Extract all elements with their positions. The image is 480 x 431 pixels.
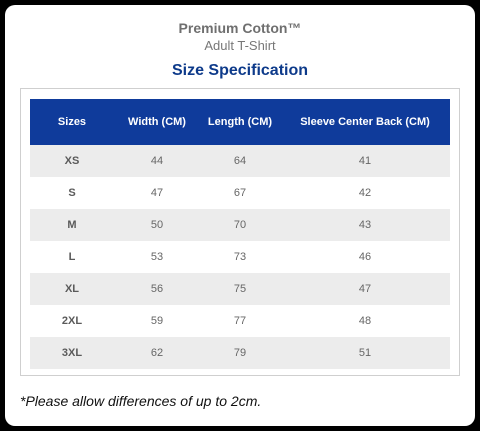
header-sizes: Sizes [30, 99, 114, 145]
header-length: Length (CM) [200, 99, 280, 145]
header-sleeve-center-back: Sleeve Center Back (CM) [280, 99, 450, 145]
product-subtitle: Adult T-Shirt [204, 38, 276, 53]
size-cell: L [30, 241, 114, 273]
table-row: L 53 73 46 [30, 241, 450, 273]
width-cell: 53 [114, 241, 200, 273]
sleeve-cell: 47 [280, 273, 450, 305]
length-cell: 79 [200, 337, 280, 369]
table-row: XS 44 64 41 [30, 145, 450, 177]
width-cell: 47 [114, 177, 200, 209]
table-row: S 47 67 42 [30, 177, 450, 209]
length-cell: 64 [200, 145, 280, 177]
size-cell: XS [30, 145, 114, 177]
length-cell: 67 [200, 177, 280, 209]
width-cell: 44 [114, 145, 200, 177]
table-header-row: Sizes Width (CM) Length (CM) Sleeve Cent… [30, 99, 450, 145]
width-cell: 59 [114, 305, 200, 337]
size-cell: 2XL [30, 305, 114, 337]
size-cell: M [30, 209, 114, 241]
size-cell: S [30, 177, 114, 209]
width-cell: 50 [114, 209, 200, 241]
width-cell: 56 [114, 273, 200, 305]
sleeve-cell: 43 [280, 209, 450, 241]
table-row: 2XL 59 77 48 [30, 305, 450, 337]
size-cell: 3XL [30, 337, 114, 369]
table-row: 3XL 62 79 51 [30, 337, 450, 369]
size-table: Sizes Width (CM) Length (CM) Sleeve Cent… [30, 99, 450, 369]
size-cell: XL [30, 273, 114, 305]
length-cell: 73 [200, 241, 280, 273]
sleeve-cell: 41 [280, 145, 450, 177]
length-cell: 75 [200, 273, 280, 305]
sleeve-cell: 46 [280, 241, 450, 273]
length-cell: 77 [200, 305, 280, 337]
length-cell: 70 [200, 209, 280, 241]
sleeve-cell: 42 [280, 177, 450, 209]
header-width: Width (CM) [114, 99, 200, 145]
product-name: Premium Cotton™ [178, 20, 302, 36]
sleeve-cell: 51 [280, 337, 450, 369]
sleeve-cell: 48 [280, 305, 450, 337]
table-row: M 50 70 43 [30, 209, 450, 241]
size-chart-card: Premium Cotton™ Adult T-Shirt Size Speci… [5, 5, 475, 426]
tolerance-footnote: *Please allow differences of up to 2cm. [20, 393, 262, 409]
width-cell: 62 [114, 337, 200, 369]
size-table-frame: Sizes Width (CM) Length (CM) Sleeve Cent… [20, 88, 460, 376]
size-specification-title: Size Specification [171, 62, 309, 79]
table-row: XL 56 75 47 [30, 273, 450, 305]
